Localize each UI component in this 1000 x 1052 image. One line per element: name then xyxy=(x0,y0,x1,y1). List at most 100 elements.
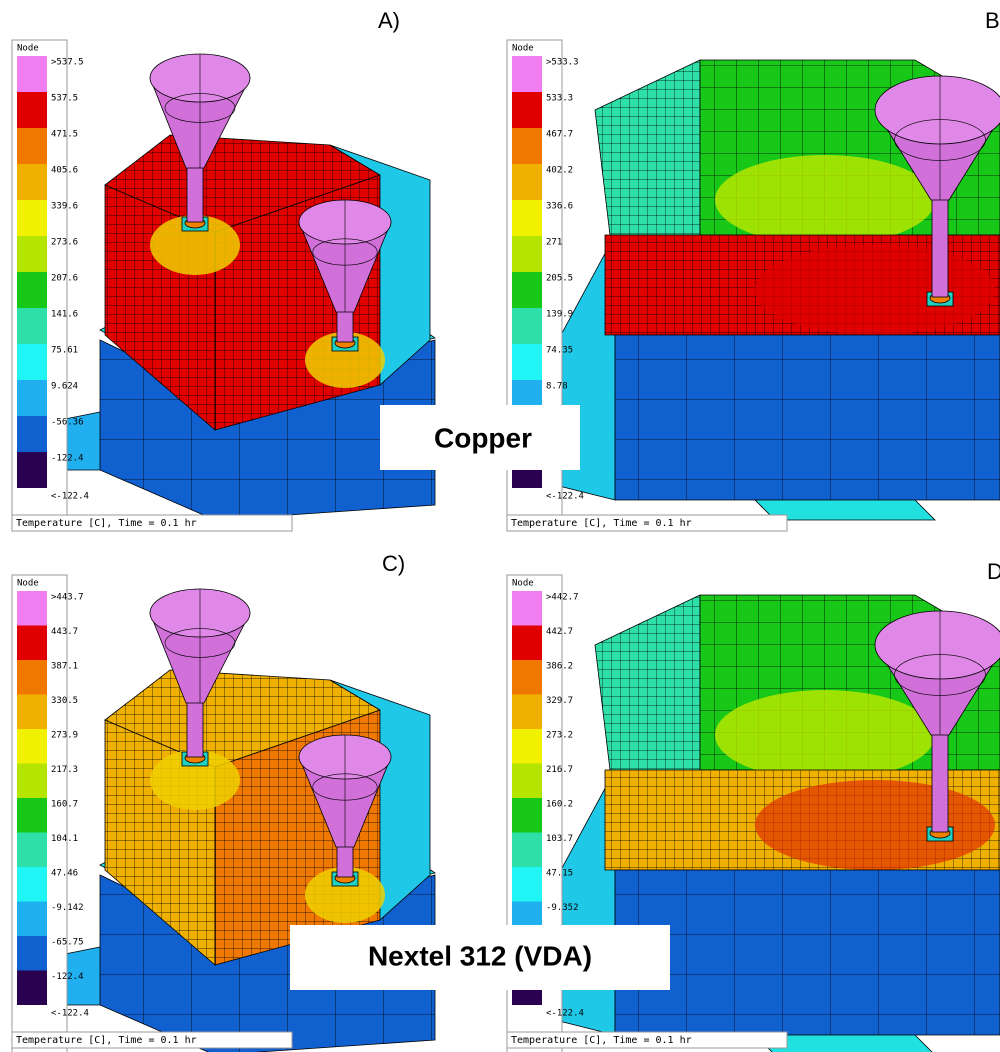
legend-label: 330.5 xyxy=(51,696,78,706)
legend-swatch xyxy=(17,936,47,971)
legend-label: 405.6 xyxy=(51,166,78,176)
nozzle-stem xyxy=(932,730,948,832)
panel-label: C) xyxy=(382,551,405,576)
legend-label: 442.7 xyxy=(546,627,573,637)
caption: Temperature [C], Time = 0.1 hr xyxy=(16,1035,197,1046)
legend-label: 139.9 xyxy=(546,310,573,320)
legend-swatch xyxy=(17,660,47,695)
legend-swatch xyxy=(17,971,47,1006)
legend-label: 104.1 xyxy=(51,834,78,844)
legend-label: 9.624 xyxy=(51,382,78,392)
warm-zone xyxy=(715,690,935,780)
legend-label: 103.7 xyxy=(546,834,573,844)
legend-label: 273.2 xyxy=(546,731,573,741)
legend-swatch xyxy=(512,867,542,902)
legend-label: 471.5 xyxy=(51,130,78,140)
legend-label: -9.142 xyxy=(51,903,84,913)
legend-swatch xyxy=(17,695,47,730)
legend-swatch xyxy=(17,236,47,272)
legend-swatch xyxy=(512,695,542,730)
legend-label: 271 xyxy=(546,238,562,248)
legend-label: 160.7 xyxy=(51,800,78,810)
legend-label: >442.7 xyxy=(546,593,579,603)
legend-swatch xyxy=(512,92,542,128)
panel-label: B) xyxy=(985,8,1000,33)
legend-swatch xyxy=(17,128,47,164)
legend-label: >443.7 xyxy=(51,593,84,603)
legend-swatch xyxy=(512,833,542,868)
legend-title: Node xyxy=(17,579,39,589)
legend-label: <-122.4 xyxy=(546,1009,584,1019)
legend-label: 336.6 xyxy=(546,202,573,212)
legend-label: 339.6 xyxy=(51,202,78,212)
hot-zone xyxy=(755,780,995,870)
legend-swatch xyxy=(17,833,47,868)
legend-swatch xyxy=(17,626,47,661)
nozzle-rim xyxy=(875,76,1000,144)
legend-label: 273.6 xyxy=(51,238,78,248)
legend-swatch xyxy=(512,56,542,92)
figure: Node >537.5 537.5 471.5 405.6 339.6 273.6 207.6… xyxy=(0,0,1000,1052)
warm-zone xyxy=(715,155,935,245)
legend-label: -122.4 xyxy=(51,972,84,982)
legend-swatch xyxy=(17,729,47,764)
legend-label: 467.7 xyxy=(546,130,573,140)
legend-swatch xyxy=(17,591,47,626)
legend-label: 207.6 xyxy=(51,274,78,284)
caption: Temperature [C], Time = 0.1 hr xyxy=(511,518,692,529)
legend-title: Node xyxy=(17,44,39,54)
legend-label: <-122.4 xyxy=(51,492,89,502)
legend-label: >537.5 xyxy=(51,58,84,68)
legend-swatch xyxy=(17,272,47,308)
legend-swatch xyxy=(17,308,47,344)
legend-swatch xyxy=(512,626,542,661)
legend-label: 329.7 xyxy=(546,696,573,706)
legend-label: >533.3 xyxy=(546,58,579,68)
legend-swatch xyxy=(512,200,542,236)
legend-label: 217.3 xyxy=(51,765,78,775)
legend-label: 216.7 xyxy=(546,765,573,775)
panel-label: A) xyxy=(378,8,400,33)
legend-swatch xyxy=(512,798,542,833)
legend-label: 533.3 xyxy=(546,94,573,104)
material-label: Nextel 312 (VDA) xyxy=(290,925,670,990)
nozzle-stem xyxy=(932,195,948,297)
legend-label: 75.61 xyxy=(51,346,78,356)
legend-label: -9.352 xyxy=(546,903,579,913)
legend-swatch xyxy=(17,344,47,380)
legend-label: 273.9 xyxy=(51,731,78,741)
legend-swatch xyxy=(17,902,47,937)
material-label: Copper xyxy=(380,405,580,470)
legend-label: 141.6 xyxy=(51,310,78,320)
legend-label: <-122.4 xyxy=(51,1009,89,1019)
caption: Temperature [C], Time = 0.1 hr xyxy=(16,518,197,529)
legend-label: -56.36 xyxy=(51,418,84,428)
legend-label: 47.46 xyxy=(51,869,78,879)
legend-swatch xyxy=(512,128,542,164)
legend-label: 387.1 xyxy=(51,662,78,672)
legend-label: 205.5 xyxy=(546,274,573,284)
legend-swatch xyxy=(17,798,47,833)
legend-swatch xyxy=(17,764,47,799)
material-name: Nextel 312 (VDA) xyxy=(368,940,592,971)
legend-label: 443.7 xyxy=(51,627,78,637)
legend-swatch xyxy=(512,729,542,764)
legend-label: 8.78 xyxy=(546,382,568,392)
nozzle-rim xyxy=(875,611,1000,679)
legend-label: <-122.4 xyxy=(546,492,584,502)
legend-swatch xyxy=(512,272,542,308)
legend-label: 386.2 xyxy=(546,662,573,672)
legend-title: Node xyxy=(512,44,534,54)
legend-swatch xyxy=(512,308,542,344)
legend-title: Node xyxy=(512,579,534,589)
legend-swatch xyxy=(17,380,47,416)
legend-swatch xyxy=(512,591,542,626)
hot-zone xyxy=(755,245,995,335)
legend-label: 74.35 xyxy=(546,346,573,356)
legend-swatch xyxy=(17,200,47,236)
legend-label: 47.15 xyxy=(546,869,573,879)
legend-label: 537.5 xyxy=(51,94,78,104)
legend-swatch xyxy=(512,344,542,380)
legend-swatch xyxy=(17,56,47,92)
legend-swatch xyxy=(512,660,542,695)
